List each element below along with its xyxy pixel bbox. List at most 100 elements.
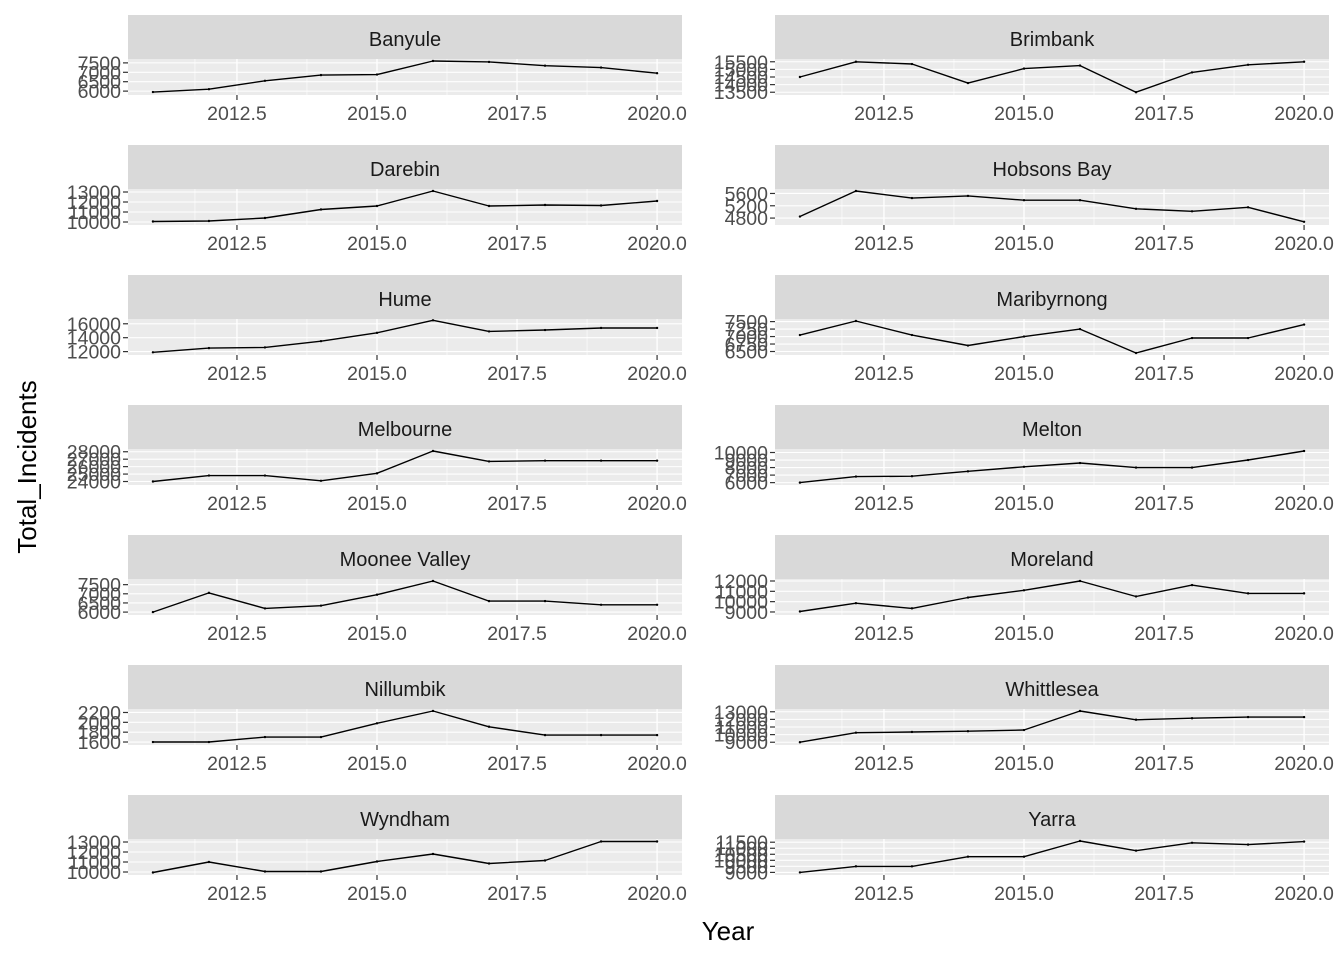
data-point [263,346,267,349]
data-point [854,189,858,193]
series-line [799,580,1305,613]
data-point [319,208,323,211]
data-point [543,459,547,462]
data-point [319,735,323,739]
data-point [1022,335,1026,338]
panel-plot-area [775,839,1329,875]
data-point [431,189,435,193]
y-tick-label: 9000 [725,862,769,884]
panel-title: Nillumbik [364,679,446,701]
panel-strip [128,145,682,189]
panel-title: Maribyrnong [996,289,1107,311]
x-tick-label: 2012.5 [207,623,267,645]
y-tick-label: 10000 [714,443,768,465]
x-tick-label: 2020.0 [1274,753,1334,775]
series-line [152,450,658,483]
data-point [1190,336,1194,340]
y-tick-label: 6000 [78,602,122,624]
series-line [152,319,658,353]
panel-plot-area [775,579,1329,615]
panel-strip [775,275,1329,319]
data-point [910,730,914,734]
data-point [487,204,491,208]
panel-title: Melton [1022,419,1082,441]
data-point [1302,323,1306,326]
y-tick-label: 7500 [78,53,122,75]
data-point [487,330,491,333]
series-line [152,840,658,874]
x-tick-label: 2015.0 [347,753,407,775]
y-tick-label: 28000 [67,442,121,464]
data-point [655,459,659,462]
y-tick-label: 15500 [714,52,768,74]
x-tick-label: 2020.0 [627,233,687,255]
y-tick-label: 10000 [67,862,121,884]
data-point [854,865,858,868]
y-tick-label: 9000 [725,602,769,624]
x-tick-label: 2020.0 [627,103,687,125]
x-tick-label: 2015.0 [347,363,407,385]
y-axis-title: Total_Incidents [12,380,42,553]
data-point [207,474,211,477]
y-tick-label: 13000 [714,702,768,724]
data-point [263,735,267,739]
panel-strip [128,405,682,449]
y-tick-label: 11000 [715,838,768,860]
x-tick-label: 2012.5 [854,363,914,385]
data-point [1078,199,1082,202]
x-tick-label: 2020.0 [627,753,687,775]
y-tick-label: 4800 [725,208,769,230]
data-point [1190,583,1194,587]
x-tick-label: 2012.5 [854,103,914,125]
x-tick-label: 2012.5 [207,883,267,905]
panel-title: Moonee Valley [340,549,471,571]
y-tick-label: 7000 [78,62,122,84]
series-line [152,580,658,613]
data-point [1246,63,1250,67]
y-tick-label: 9500 [725,856,769,878]
series-line [152,190,658,223]
data-point [375,331,379,335]
x-tick-label: 2015.0 [994,623,1054,645]
y-tick-label: 7500 [78,575,122,597]
data-point [655,840,659,843]
data-point [599,326,603,330]
data-point [854,60,858,63]
series-line [799,320,1305,354]
x-tick-label: 2020.0 [627,883,687,905]
x-tick-label: 2017.5 [1134,493,1194,515]
data-point [207,740,211,744]
x-tick-label: 2017.5 [1134,233,1194,255]
panel-title: Hume [378,289,431,311]
panel-strip [128,535,682,579]
data-point [798,333,802,337]
panel-plot-area [128,59,682,95]
data-point [910,607,914,610]
data-point [966,596,970,599]
data-point [431,852,435,856]
data-point [375,204,379,208]
x-tick-label: 2012.5 [207,363,267,385]
x-tick-label: 2015.0 [347,493,407,515]
data-point [1134,849,1138,852]
data-point [151,351,155,354]
y-tick-label: 12000 [714,571,768,593]
x-tick-label: 2017.5 [1134,623,1194,645]
data-point [798,741,802,744]
data-point [1022,728,1026,732]
data-point [487,862,491,865]
data-point [207,88,211,91]
data-point [966,344,970,347]
data-point [1246,206,1250,209]
x-tick-label: 2020.0 [1274,883,1334,905]
data-point [151,90,155,94]
y-tick-label: 6500 [78,72,122,94]
data-point [431,449,435,453]
x-tick-label: 2017.5 [1134,103,1194,125]
data-point [1302,220,1306,223]
data-point [1246,715,1250,719]
data-point [151,871,155,874]
panel-strip [128,15,682,59]
